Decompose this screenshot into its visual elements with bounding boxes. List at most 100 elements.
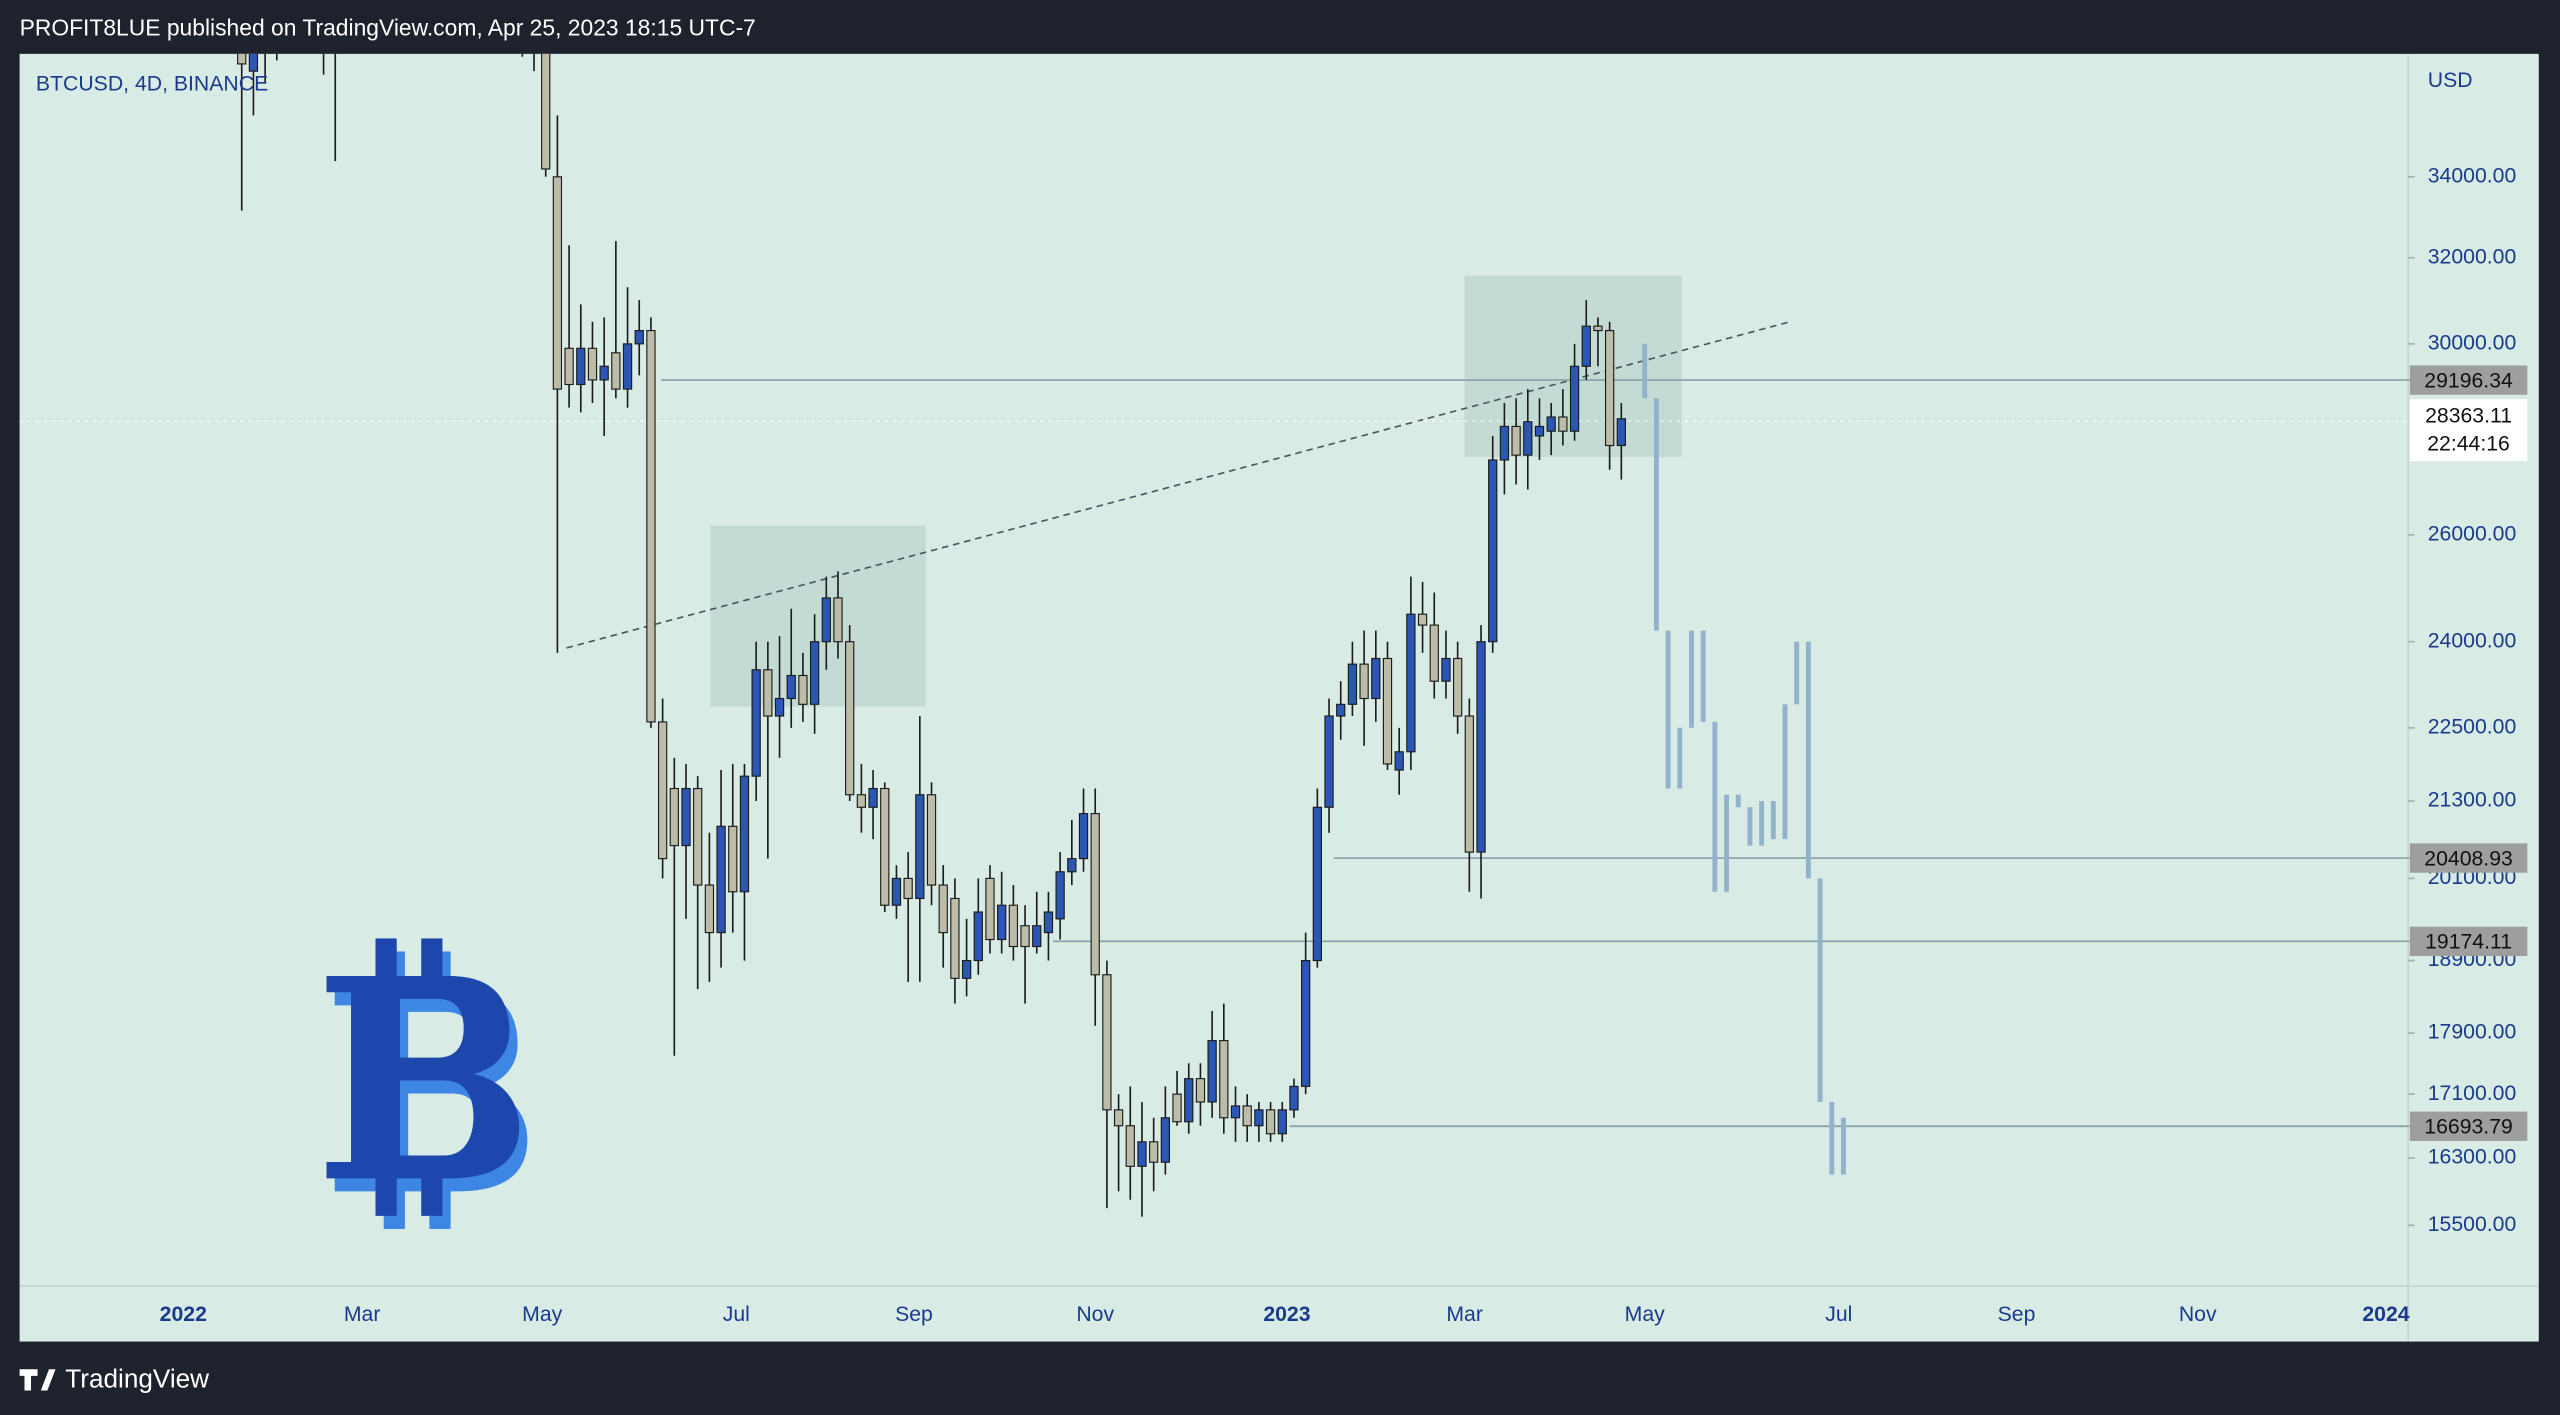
y-tick-label: 30000.00: [2428, 331, 2517, 354]
candle-body: [763, 669, 773, 717]
y-tick-label: 24000.00: [2428, 629, 2517, 652]
candle-body: [915, 794, 925, 900]
x-tick-label: Nov: [1076, 1303, 1114, 1326]
price-label: 29196.34: [2424, 369, 2513, 392]
price-label: 19174.11: [2425, 931, 2512, 954]
projection-bar: [1782, 704, 1788, 840]
candle-body: [1452, 657, 1463, 717]
candle-body: [938, 884, 948, 934]
candle-body: [646, 329, 656, 723]
candle-body: [622, 343, 633, 390]
candle-body: [1078, 813, 1089, 860]
candle-body: [1032, 925, 1042, 948]
x-tick-label: Mar: [1446, 1303, 1483, 1326]
projection-bar: [1642, 343, 1648, 399]
candle-body: [1382, 657, 1393, 765]
bitcoin-logo: [326, 938, 528, 1229]
projection-bar: [1653, 398, 1659, 631]
candle-body: [1324, 715, 1334, 808]
candle-body: [786, 674, 796, 700]
candle-body: [845, 641, 855, 796]
projection-bar: [1735, 794, 1741, 808]
candle-body: [587, 347, 598, 381]
x-tick-label: Jul: [1825, 1303, 1852, 1326]
candle-body: [1102, 974, 1112, 1111]
candle-body: [1593, 325, 1603, 332]
price-label-box: [2409, 1111, 2528, 1141]
price-label: 20408.93: [2424, 847, 2513, 870]
candle-body: [798, 674, 808, 705]
candle-body: [541, 53, 551, 170]
projection-bar: [1724, 794, 1729, 892]
candle-body: [1008, 904, 1019, 948]
candle-body: [1277, 1109, 1287, 1135]
candle-body: [728, 825, 738, 893]
price-label-box: [2409, 926, 2528, 957]
y-tick-label: 17100.00: [2428, 1082, 2517, 1105]
candle-body: [973, 911, 983, 962]
candle-body: [809, 641, 820, 705]
candle-body: [1488, 459, 1498, 643]
candle-body: [1371, 657, 1381, 700]
candle-body: [599, 365, 609, 381]
candle-body: [1394, 751, 1404, 771]
price-label-box: [2409, 365, 2528, 395]
plot: [237, 53, 2409, 1217]
candle-body: [1499, 425, 1510, 461]
candle-body: [1523, 421, 1533, 456]
candle-body: [1160, 1117, 1171, 1163]
footer-logo: TradingView: [19, 1364, 209, 1394]
projection-bar: [1770, 801, 1776, 840]
current-price-box: [2409, 399, 2528, 462]
candle-body: [1184, 1078, 1194, 1123]
candle-body: [950, 897, 960, 979]
projection-bar: [1689, 630, 1694, 728]
projection-bar: [1665, 630, 1671, 789]
y-tick-label: 26000.00: [2428, 522, 2517, 545]
candle-body: [880, 787, 890, 906]
candle-body: [1090, 813, 1100, 976]
candle-body: [1207, 1040, 1217, 1103]
candle-body: [833, 597, 843, 643]
candle-body: [552, 176, 563, 390]
candle-body: [1406, 613, 1416, 753]
candle-body: [961, 959, 972, 979]
candle-body: [1265, 1109, 1276, 1135]
projection-bar: [1829, 1101, 1835, 1175]
projection-bar: [1677, 727, 1683, 789]
x-tick-label: May: [522, 1303, 562, 1326]
y-tick-label: 15500.00: [2428, 1213, 2517, 1236]
x-tick-label: Sep: [895, 1303, 933, 1326]
candle-body: [1242, 1105, 1252, 1127]
candle-body: [891, 877, 902, 906]
candle-body: [751, 669, 761, 777]
candle-body: [1219, 1040, 1229, 1119]
candle-body: [1429, 624, 1439, 682]
y-tick-label: 22500.00: [2428, 715, 2517, 738]
candle-body: [1230, 1105, 1241, 1119]
x-tick-label: Sep: [1998, 1303, 2036, 1326]
projection-bar: [1747, 807, 1753, 846]
x-tick-label: 2023: [1263, 1303, 1310, 1326]
candle-body: [997, 904, 1007, 941]
x-tick-label: Mar: [344, 1303, 381, 1326]
y-tick-label: 16300.00: [2428, 1146, 2517, 1169]
candle-body: [1347, 663, 1358, 705]
candle-body: [576, 347, 586, 386]
candle-body: [1137, 1141, 1147, 1167]
candle-body: [739, 775, 750, 893]
candle-body: [926, 794, 937, 886]
candle-body: [1289, 1085, 1299, 1111]
candle-body: [564, 347, 574, 386]
candle-body: [868, 787, 878, 808]
candle-body: [657, 721, 668, 860]
candle-body: [774, 697, 785, 717]
projection-bar: [1841, 1117, 1846, 1175]
candle-body: [1546, 416, 1556, 432]
candle-body: [237, 53, 247, 65]
y-tick-label: 17900.00: [2428, 1021, 2517, 1044]
candle-body: [1254, 1109, 1264, 1127]
candle-body: [681, 787, 691, 847]
candle-body: [1336, 703, 1346, 717]
candle-body: [1534, 425, 1545, 437]
